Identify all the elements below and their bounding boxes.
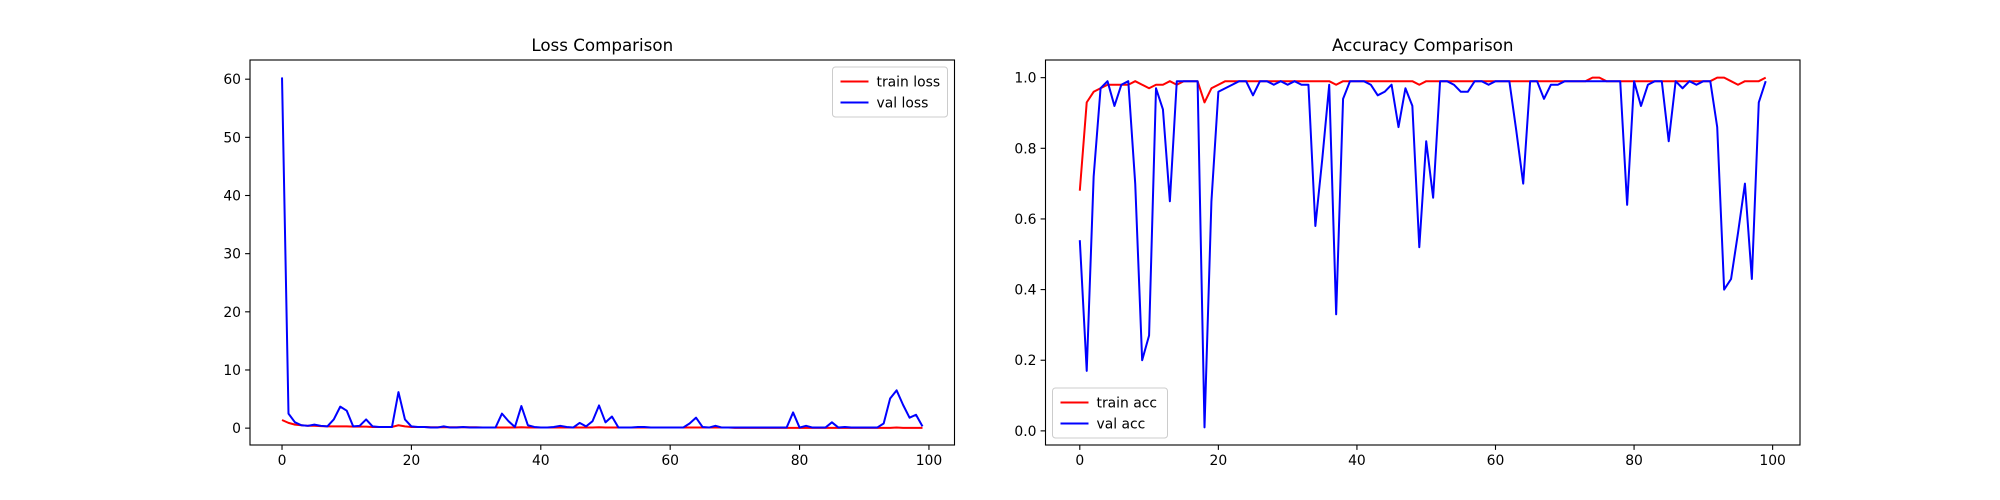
y-tick-label: 0.8 <box>1014 141 1036 157</box>
y-tick-label: 0.2 <box>1014 353 1036 369</box>
x-tick-label: 80 <box>1625 453 1643 469</box>
y-tick-label: 10 <box>223 363 241 379</box>
y-tick-label: 50 <box>223 130 241 146</box>
x-tick-label: 100 <box>916 453 943 469</box>
y-tick-label: 20 <box>223 305 241 321</box>
subplot: 0 20 40 60 80 100 0.0 0.2 0.4 0.6 0.8 1.0 Accuracy C… <box>1014 35 1801 469</box>
chart-title: Loss Comparison <box>531 35 673 55</box>
legend-label: val loss <box>877 96 929 112</box>
x-tick-label: 40 <box>1348 453 1366 469</box>
axes-frame <box>249 59 956 446</box>
axes-frame <box>1044 59 1801 446</box>
series-line <box>1078 80 1767 429</box>
legend-label: train loss <box>877 75 941 91</box>
y-tick-label: 0 <box>232 421 241 437</box>
legend-frame <box>1052 387 1168 439</box>
x-tick-label: 40 <box>532 453 550 469</box>
y-tick-label: 60 <box>223 72 241 88</box>
plot-area <box>250 60 955 445</box>
x-tick-label: 80 <box>791 453 809 469</box>
legend-label: train acc <box>1097 396 1158 412</box>
plot-area <box>1045 60 1800 445</box>
series-line <box>281 77 924 429</box>
x-tick-label: 60 <box>1487 453 1505 469</box>
x-tick-label: 100 <box>1759 453 1786 469</box>
x-tick-label: 0 <box>278 453 287 469</box>
x-tick-label: 60 <box>661 453 679 469</box>
legend-label: val acc <box>1097 417 1146 433</box>
y-tick-label: 0.6 <box>1014 212 1036 228</box>
y-tick-label: 30 <box>223 247 241 263</box>
chart-title: Accuracy Comparison <box>1332 35 1513 55</box>
x-tick-label: 0 <box>1075 453 1084 469</box>
subplot: 0 20 40 60 80 100 0 10 20 30 40 50 60 Loss Comparison… <box>223 35 956 469</box>
y-tick-label: 0.0 <box>1014 424 1036 440</box>
x-tick-label: 20 <box>1210 453 1228 469</box>
y-tick-label: 1.0 <box>1014 71 1036 87</box>
y-tick-label: 0.4 <box>1014 283 1036 299</box>
legend-frame <box>832 66 948 118</box>
y-tick-label: 40 <box>223 189 241 205</box>
x-tick-label: 20 <box>403 453 421 469</box>
